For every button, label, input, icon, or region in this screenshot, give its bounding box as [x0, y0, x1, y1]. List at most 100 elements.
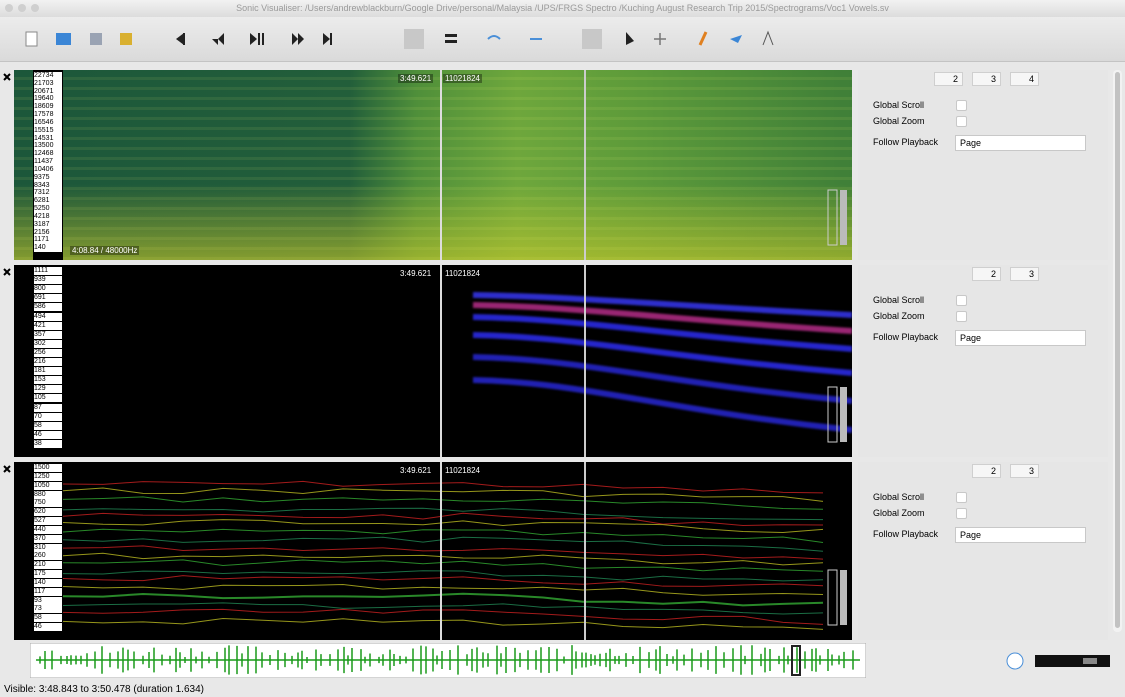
erase-tool[interactable] — [730, 35, 742, 43]
scale-label: 46 — [34, 431, 62, 439]
layer-tab[interactable]: 4 — [1010, 72, 1039, 86]
traffic-lights — [0, 0, 60, 17]
peak-track — [63, 560, 823, 571]
layer-tab[interactable]: 2 — [972, 267, 1001, 281]
level-meter — [840, 387, 847, 442]
checkbox[interactable] — [956, 100, 967, 111]
scale-label: 11437 — [34, 158, 62, 166]
scale-label: 586 — [34, 303, 62, 311]
level-meter — [828, 190, 837, 245]
playback-controls — [1003, 650, 1113, 672]
scale-label: 70 — [34, 413, 62, 421]
close-pane[interactable] — [2, 267, 12, 277]
scale-label: 140 — [34, 244, 62, 252]
scale-label: 800 — [34, 285, 62, 293]
scale-label: 22734 — [34, 72, 62, 80]
follow-dropdown[interactable]: Page — [955, 527, 1086, 543]
peak-track — [63, 619, 823, 630]
scale-label: 210 — [34, 561, 62, 569]
checkbox[interactable] — [956, 492, 967, 503]
scale-label: 5250 — [34, 205, 62, 213]
scale-label: 18609 — [34, 103, 62, 111]
peak-track — [63, 513, 823, 525]
save-as-icon[interactable] — [120, 33, 132, 45]
rewind[interactable] — [212, 33, 218, 45]
peak-track — [63, 571, 823, 581]
loop-toggle[interactable] — [404, 29, 424, 49]
layer-tab[interactable]: 3 — [1010, 267, 1039, 281]
scale-label: 527 — [34, 517, 62, 525]
scale-label: 6281 — [34, 197, 62, 205]
scale-label: 21703 — [34, 80, 62, 88]
move-tool[interactable] — [654, 33, 666, 45]
scale-label: 10406 — [34, 166, 62, 174]
scale-label: 129 — [34, 385, 62, 393]
pane-view: 1500125010508807506205274403703102602101… — [14, 462, 852, 640]
peak-track — [63, 520, 823, 533]
follow-dropdown[interactable]: Page — [955, 330, 1086, 346]
scale-label: 370 — [34, 535, 62, 543]
scale-label: 357 — [34, 331, 62, 339]
save-icon[interactable] — [90, 33, 102, 45]
layer-tab[interactable]: 2 — [972, 464, 1001, 478]
align-icon[interactable] — [488, 36, 500, 39]
solo-icon[interactable] — [445, 34, 457, 37]
follow-dropdown[interactable]: Page — [955, 135, 1086, 151]
scale-label: 440 — [34, 526, 62, 534]
overview-waveform[interactable] — [30, 643, 866, 678]
property-label: Global Scroll — [873, 295, 924, 305]
frame-stamp: 11021824 — [443, 269, 482, 278]
scale-label: 17578 — [34, 111, 62, 119]
layer-tab[interactable]: 2 — [934, 72, 963, 86]
scale-label: 302 — [34, 340, 62, 348]
scale-label: 46 — [34, 623, 62, 631]
level-meter — [828, 570, 837, 625]
layer-tab[interactable]: 3 — [1010, 464, 1039, 478]
scale-label: 12468 — [34, 150, 62, 158]
select-tool[interactable] — [626, 32, 634, 45]
peak-track — [63, 497, 823, 509]
scale-label: 691 — [34, 294, 62, 302]
play-pause[interactable] — [250, 33, 257, 45]
fast-forward[interactable] — [292, 33, 298, 45]
formant-track — [473, 357, 852, 401]
time-stamp: 3:49.621 — [398, 74, 433, 83]
checkbox[interactable] — [956, 116, 967, 127]
scroll-thumb[interactable] — [1115, 72, 1120, 628]
checkbox[interactable] — [956, 311, 967, 322]
level-meter — [840, 570, 847, 625]
ffwd-end[interactable] — [323, 33, 330, 45]
scale-label: 256 — [34, 349, 62, 357]
scale-label: 939 — [34, 276, 62, 284]
new-icon[interactable] — [26, 32, 37, 46]
scale-label: 140 — [34, 579, 62, 587]
spectrogram — [63, 265, 852, 457]
property-label: Global Zoom — [873, 116, 925, 126]
checkbox[interactable] — [956, 508, 967, 519]
open-icon[interactable] — [56, 33, 71, 45]
peak-track — [63, 576, 823, 587]
volume-slider[interactable] — [1035, 655, 1110, 667]
scale-label: 105 — [34, 394, 62, 402]
layer-tab[interactable]: 3 — [972, 72, 1001, 86]
scale-label: 117 — [34, 588, 62, 596]
checkbox[interactable] — [956, 295, 967, 306]
frame-stamp: 11021824 — [443, 466, 482, 475]
measure-tool[interactable] — [763, 32, 773, 45]
draw-tool[interactable] — [700, 32, 706, 45]
close-pane[interactable] — [2, 464, 12, 474]
speed-dial[interactable] — [1007, 653, 1023, 669]
close-pane[interactable] — [2, 72, 12, 82]
rewind-start[interactable] — [176, 33, 184, 45]
scale-label: 19640 — [34, 95, 62, 103]
property-label: Follow Playback — [873, 332, 938, 342]
peak-track — [63, 529, 823, 542]
scale-label: 87 — [34, 404, 62, 412]
file-info: 4:08.84 / 48000Hz — [70, 246, 139, 255]
scrollbar[interactable] — [1113, 70, 1122, 632]
navigate-tool[interactable] — [582, 29, 602, 49]
scale-label: 153 — [34, 376, 62, 384]
scale-label: 880 — [34, 491, 62, 499]
